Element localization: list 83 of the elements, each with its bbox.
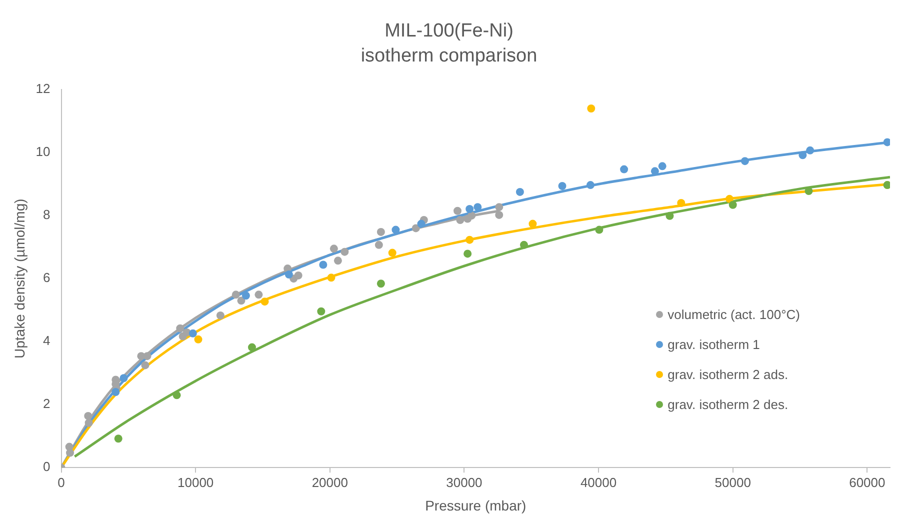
x-tick-label: 10000 [178, 474, 214, 490]
y-axis-title: Uptake density (µmol/mg) [11, 198, 28, 358]
point [728, 200, 737, 209]
point [392, 226, 400, 234]
point [374, 240, 383, 249]
x-tick-label: 60000 [849, 474, 886, 490]
point [587, 104, 596, 112]
point [254, 290, 263, 299]
x-axis-title: Pressure (mbar) [425, 497, 526, 514]
point [340, 248, 349, 256]
point [120, 374, 128, 382]
point [417, 220, 426, 228]
point [520, 240, 528, 249]
legend-label: volumetric (act. 100°C) [668, 306, 800, 322]
point [558, 182, 566, 190]
point [172, 391, 181, 400]
point [798, 151, 807, 160]
x-tick-label: 50000 [714, 474, 751, 490]
point [620, 165, 628, 174]
x-tick-label: 40000 [580, 474, 617, 490]
point [466, 204, 474, 213]
point [804, 187, 813, 196]
point [740, 157, 749, 166]
chart-title: MIL-100(Fe-Ni) [384, 20, 514, 42]
point [319, 260, 328, 269]
point [294, 271, 302, 280]
point [666, 212, 674, 220]
point [260, 298, 269, 306]
point [84, 412, 92, 420]
point [237, 296, 246, 305]
point [806, 146, 814, 154]
y-tick-label: 0 [43, 459, 50, 474]
point [242, 292, 250, 300]
point [334, 256, 342, 265]
point [284, 270, 293, 279]
point [327, 274, 336, 282]
point [586, 181, 594, 190]
point [248, 343, 256, 352]
point [376, 228, 385, 236]
point [84, 418, 93, 427]
x-tick-label: 20000 [312, 474, 348, 490]
point [376, 280, 385, 288]
point [412, 224, 420, 232]
y-tick-label: 6 [43, 270, 50, 286]
point [143, 352, 152, 360]
point [330, 244, 338, 253]
y-tick-label: 12 [36, 81, 50, 96]
point [176, 324, 184, 332]
legend-label: grav. isotherm 2 des. [668, 396, 788, 412]
point [114, 434, 122, 443]
point [232, 290, 240, 299]
point [495, 203, 504, 212]
point [194, 335, 202, 344]
point [456, 216, 464, 224]
point [474, 203, 482, 212]
point [725, 194, 734, 203]
x-tick-label: 0 [58, 474, 65, 490]
chart-subtitle: isotherm comparison [360, 45, 538, 66]
legend-label: grav. isotherm 2 ads. [668, 366, 788, 382]
point [516, 188, 524, 196]
point [66, 448, 74, 457]
point [468, 212, 476, 220]
point [883, 138, 890, 146]
point [188, 329, 197, 338]
y-tick-label: 8 [43, 207, 50, 222]
point [677, 199, 686, 207]
point [317, 307, 326, 316]
point [495, 210, 504, 219]
legend-label: grav. isotherm 1 [668, 336, 760, 352]
point [112, 388, 120, 396]
y-tick-label: 10 [36, 144, 50, 160]
point [528, 220, 537, 228]
point [141, 361, 150, 370]
point [216, 311, 224, 320]
point [466, 236, 474, 244]
point [388, 248, 396, 257]
y-tick-label: 4 [43, 333, 50, 348]
point [453, 206, 462, 215]
point [595, 226, 604, 234]
point [464, 250, 472, 258]
y-tick-label: 2 [43, 396, 50, 412]
point [658, 162, 666, 170]
x-tick-label: 30000 [446, 474, 482, 490]
